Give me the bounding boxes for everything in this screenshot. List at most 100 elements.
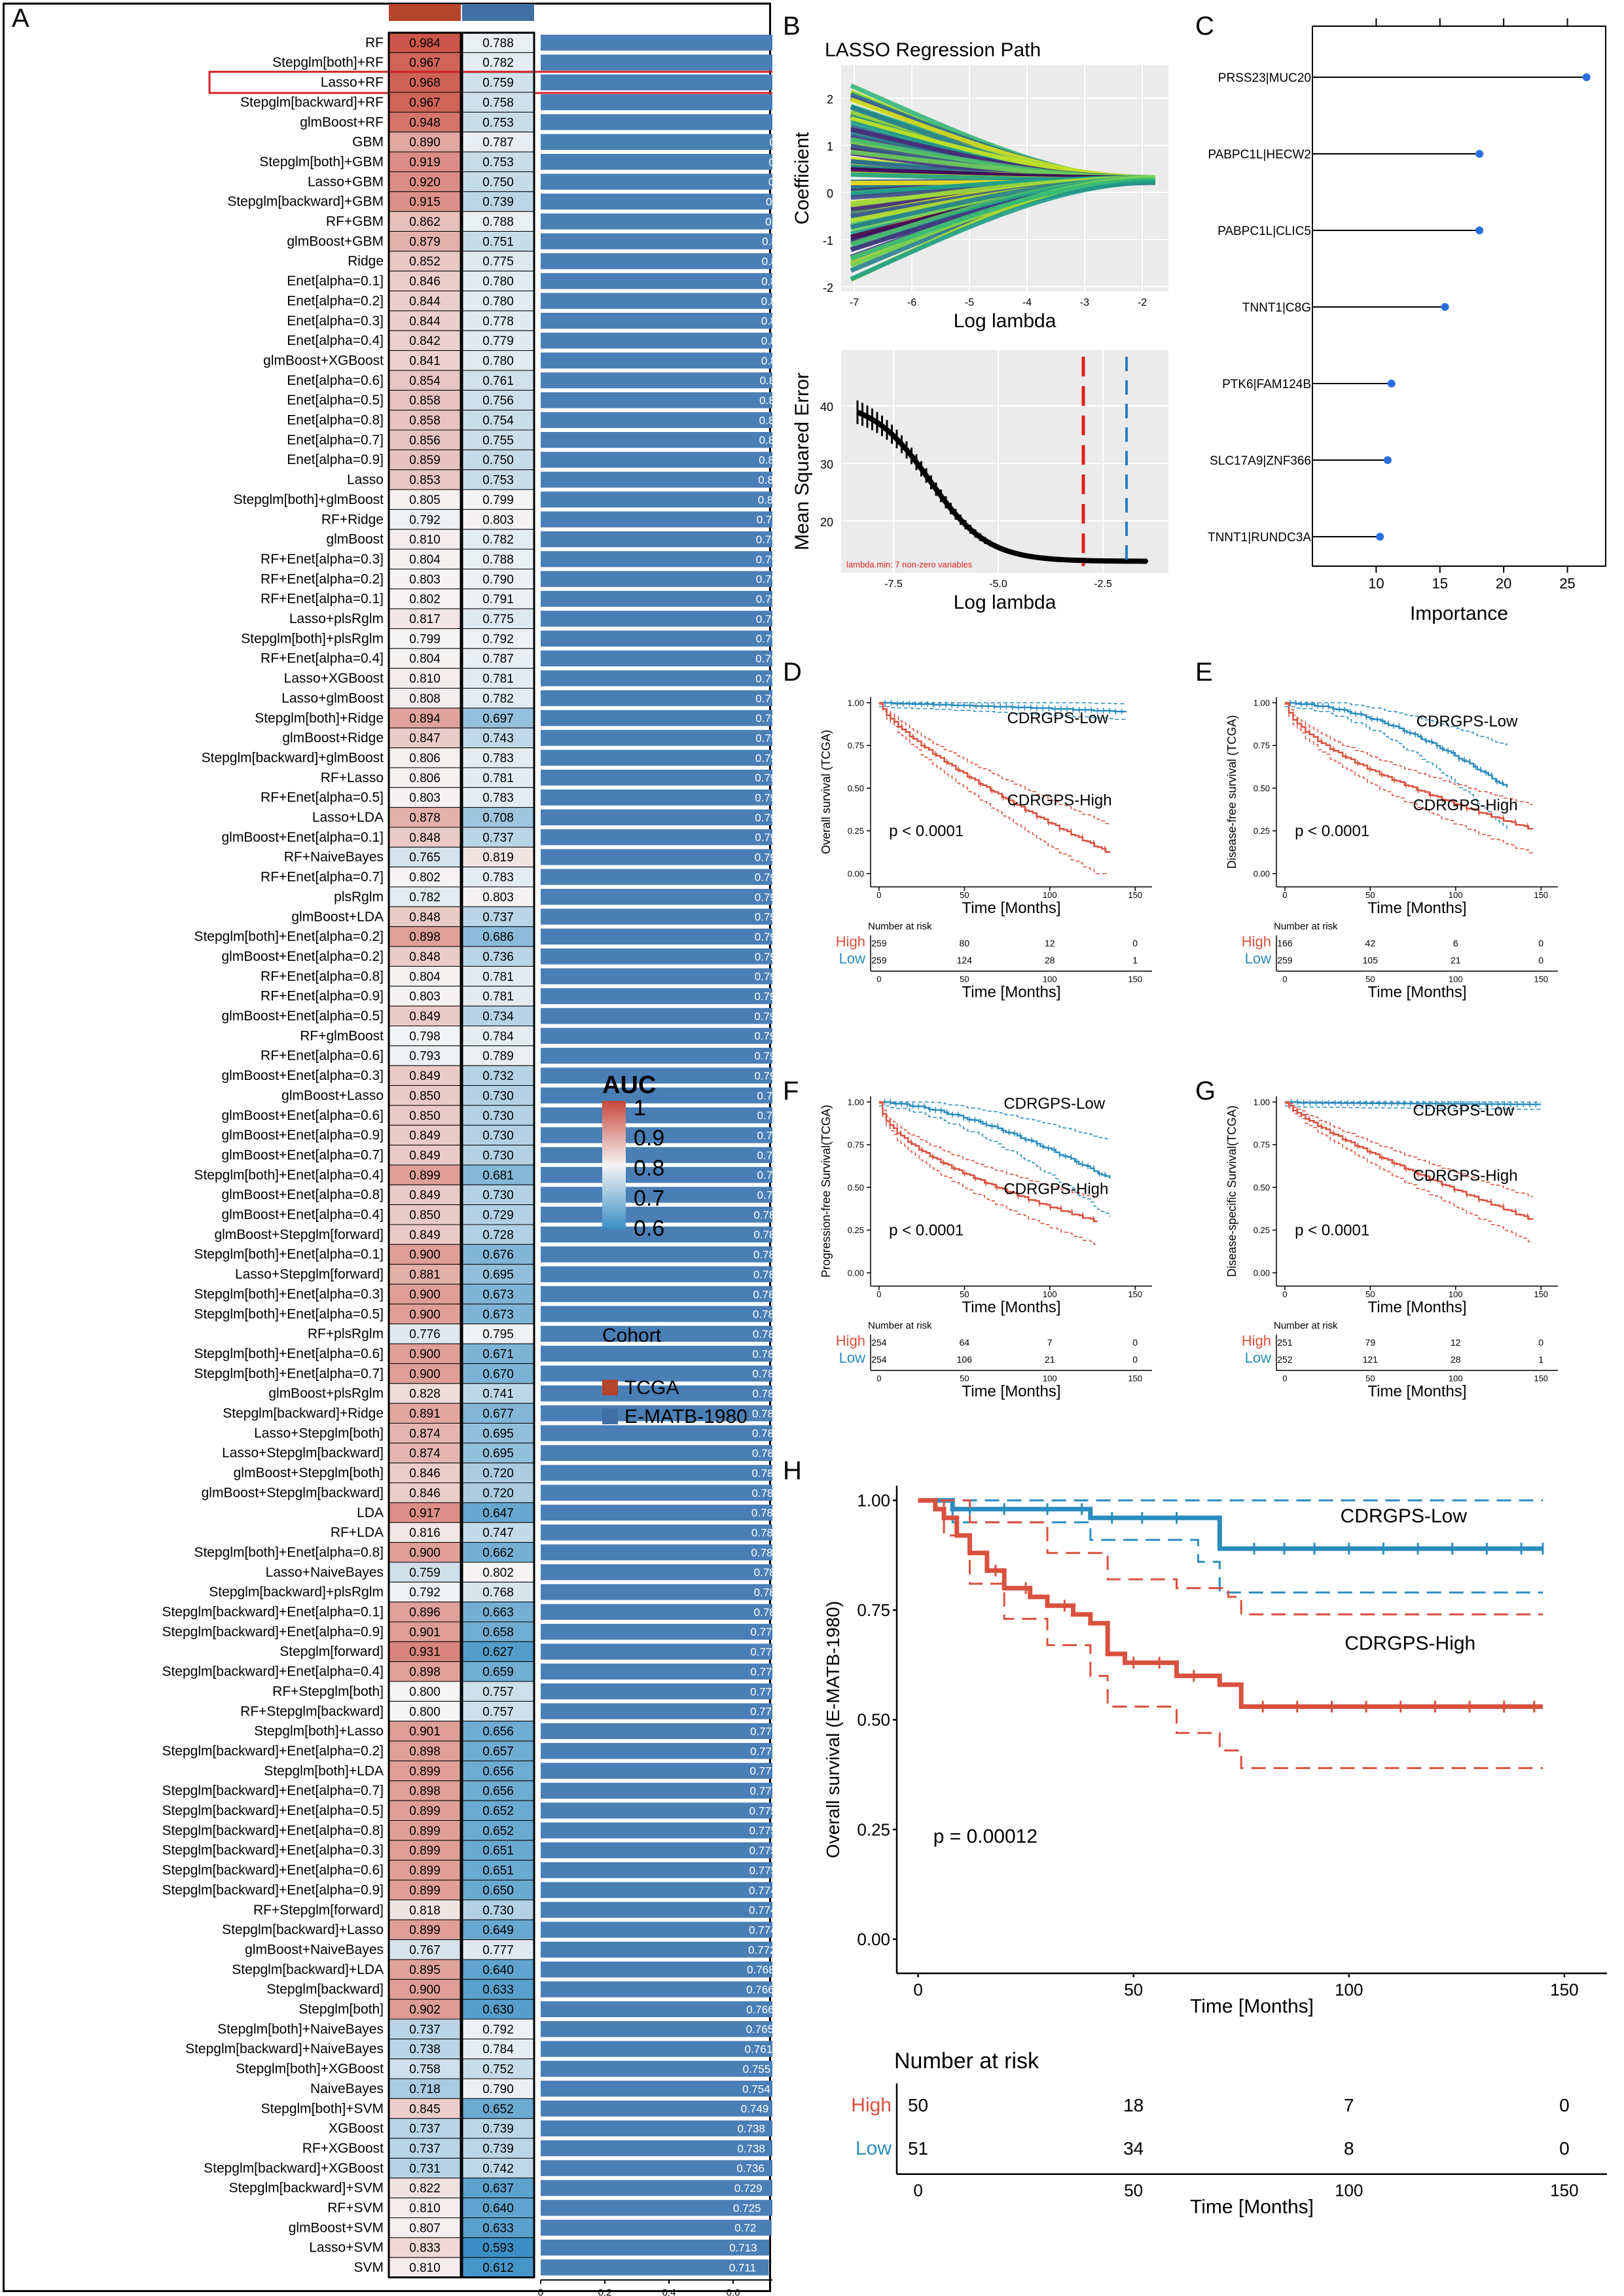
mean-auc-bar: [541, 193, 772, 210]
mean-auc-value: 0.795: [755, 712, 772, 725]
low-ci-line: [1284, 706, 1507, 830]
bar-axis-tick-label: 0.6: [727, 2287, 740, 2296]
mean-auc-value: 0.781: [751, 1547, 772, 1559]
mean-auc-bar: [541, 1087, 772, 1103]
mean-auc-bar: [541, 670, 772, 687]
tcga-value: 0.891: [409, 1407, 441, 1421]
mean-auc-bar: [541, 1008, 772, 1024]
model-label: glmBoost+GBM: [287, 234, 384, 249]
ematb-value: 0.673: [482, 1288, 514, 1302]
model-label: RF+Enet[alpha=0.9]: [261, 989, 384, 1004]
panel-b-lasso: LASSO Regression Path 2 1 0 -1 -2 -7 -6 -5 -4 -3 -2…: [791, 39, 1168, 613]
ematb-value: 0.755: [482, 434, 514, 448]
mean-auc-bar: [541, 551, 772, 567]
lollipop-dot: [1387, 380, 1396, 387]
ematb-cell: [461, 846, 535, 868]
ytick-label: 0.50: [1254, 783, 1270, 793]
mean-auc-bar: [541, 1484, 772, 1501]
ematb-cell: [461, 1065, 535, 1086]
mean-auc-bar: [541, 2160, 772, 2176]
ematb-value: 0.783: [482, 751, 514, 765]
tcga-value: 0.792: [409, 513, 441, 527]
mean-auc-bar: [541, 2239, 770, 2256]
ematb-value: 0.633: [482, 1983, 514, 1997]
panel-f-survival: 1.00 0.75 0.50 0.25 0.00 0 50 100 150 CDRGPS-Low C…: [820, 1095, 1152, 1401]
xtick-label: 100: [1449, 1289, 1463, 1299]
tcga-cell: [388, 1641, 461, 1662]
xtick-label: 100: [1449, 890, 1463, 900]
mean-auc-value: 0.792: [755, 911, 772, 924]
model-label: Stepglm[both]+plsRglm: [241, 631, 384, 646]
ematb-value: 0.784: [482, 1030, 514, 1043]
xtick-label: 150: [1550, 1980, 1578, 2000]
tcga-value: 0.849: [409, 1129, 441, 1143]
ematb-cell: [461, 2038, 535, 2060]
model-label: Enet[alpha=0.5]: [287, 393, 384, 408]
panel-d-letter: D: [783, 658, 802, 687]
mean-auc-value: 0.785: [752, 1348, 772, 1360]
tcga-cell: [388, 32, 461, 53]
mean-auc-value: 0.79: [757, 1149, 772, 1162]
ematb-value: 0.730: [482, 1189, 514, 1202]
model-label: RF+glmBoost: [300, 1028, 384, 1043]
risk-high-count: 0: [1538, 1337, 1543, 1348]
mean-auc-bar: [541, 789, 772, 806]
tcga-value: 0.899: [409, 1804, 441, 1818]
risk-high-count: 0: [1132, 1337, 1138, 1348]
model-label: Stepglm[both]+Lasso: [254, 1724, 384, 1739]
tcga-cell: [388, 1502, 461, 1523]
ematb-cell: [461, 767, 535, 788]
mean-auc-value: 0.796: [756, 633, 772, 645]
mse-ytick: 30: [820, 458, 833, 471]
model-label: Lasso+Stepglm[forward]: [235, 1267, 384, 1282]
ematb-value: 0.754: [482, 414, 514, 428]
risk-low-count: 1: [1538, 1354, 1543, 1365]
model-label: Stepglm[backward]+LDA: [232, 1962, 384, 1977]
ematb-value: 0.752: [482, 2063, 514, 2077]
model-label: glmBoost+LDA: [291, 909, 384, 924]
model-label: Stepglm[both]+Enet[alpha=0.3]: [194, 1287, 384, 1302]
tcga-cell: [388, 310, 461, 331]
mean-auc-bar: [541, 1067, 772, 1084]
risk-xtick-label: 100: [1449, 1374, 1463, 1384]
tcga-value: 0.849: [409, 1229, 441, 1242]
ematb-value: 0.630: [482, 2003, 514, 2017]
mean-auc-value: 0.736: [736, 2162, 765, 2175]
risk-high-label: High: [1242, 1333, 1271, 1349]
mean-auc-value: 0.838: [769, 136, 772, 149]
feature-label: PABPC1L|HECW2: [1208, 148, 1311, 162]
mean-auc-bar: [541, 749, 772, 766]
mean-auc-value: 0.782: [751, 1507, 772, 1519]
model-label: RF+Enet[alpha=0.8]: [261, 969, 384, 984]
tcga-value: 0.899: [409, 1884, 441, 1897]
ematb-value: 0.783: [482, 791, 514, 805]
mean-auc-bar: [541, 1862, 772, 1878]
ematb-value: 0.777: [482, 1943, 514, 1957]
tcga-value: 0.776: [409, 1328, 441, 1342]
tcga-value: 0.898: [409, 1745, 441, 1759]
risk-xtick-label: 100: [1043, 975, 1057, 984]
ematb-cell: [461, 330, 535, 351]
tcga-col-border: [388, 31, 462, 2279]
risk-xlabel: Time [Months]: [1190, 2197, 1314, 2218]
ematb-cell: [461, 2178, 535, 2198]
ytick-label: 0.75: [1254, 741, 1270, 751]
ematb-value: 0.651: [482, 1864, 514, 1878]
mean-auc-bar: [541, 869, 772, 886]
survival-xlabel: Time [Months]: [1190, 1996, 1314, 2017]
low-group-label: CDRGPS-Low: [1007, 709, 1109, 727]
lollipop-dot: [1475, 226, 1484, 234]
tcga-value: 0.765: [409, 851, 441, 865]
model-label: glmBoost+plsRglm: [268, 1386, 384, 1401]
mean-auc-value: 0.792: [755, 852, 772, 864]
tcga-cell: [388, 2078, 461, 2099]
ematb-value: 0.757: [482, 1705, 514, 1719]
mean-auc-value: 0.798: [757, 514, 772, 526]
ematb-value: 0.790: [482, 573, 514, 586]
ytick-label: 1.00: [1254, 698, 1270, 708]
tcga-value: 0.804: [409, 553, 441, 567]
ematb-value: 0.637: [482, 2182, 514, 2196]
mean-auc-bar: [541, 372, 772, 389]
mean-auc-bar: [541, 2179, 772, 2197]
risk-high-count: 50: [908, 2095, 928, 2115]
